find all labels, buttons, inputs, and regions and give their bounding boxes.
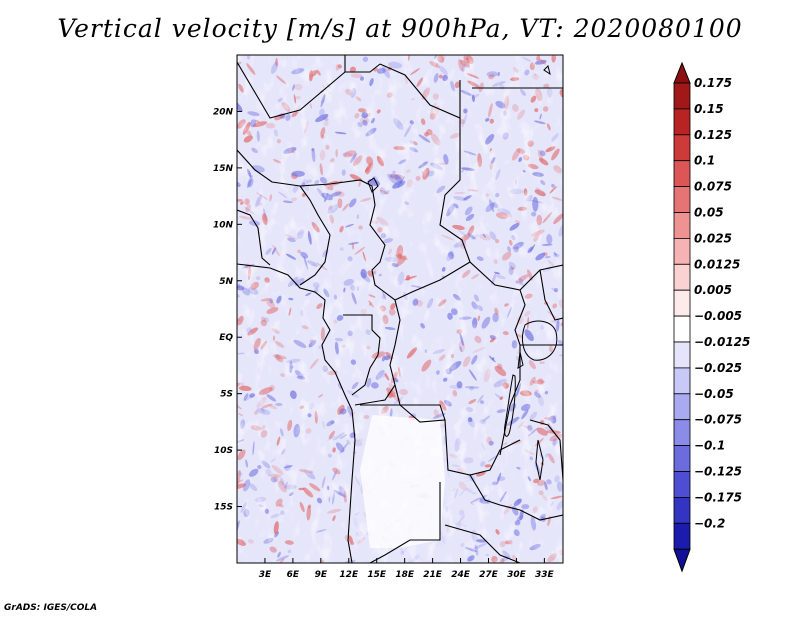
colorbar-bottom-arrow bbox=[673, 548, 691, 573]
border-sudan-chad-car bbox=[439, 118, 563, 291]
lon-tick-label: 33E bbox=[535, 570, 555, 580]
colorbar-label: −0.175 bbox=[694, 490, 742, 504]
colorbar-swatch bbox=[673, 82, 691, 110]
lon-tick-label: 3E bbox=[259, 570, 272, 580]
colorbar-label: 0.075 bbox=[694, 180, 732, 194]
colorbar-label: −0.05 bbox=[694, 387, 734, 401]
border-nigeria-cameroon bbox=[237, 149, 471, 301]
border-drc-angola-zambia bbox=[394, 384, 521, 476]
lon-tick-label: 15E bbox=[367, 570, 387, 580]
map-frame bbox=[236, 54, 564, 564]
lon-tick-label: 21E bbox=[423, 570, 443, 580]
border-gabon bbox=[343, 314, 381, 396]
border-zambia-zimbabwe bbox=[469, 474, 563, 521]
border-benin-togo bbox=[237, 209, 271, 266]
colorbar-label: 0.125 bbox=[694, 128, 732, 142]
lon-tick-label: 24E bbox=[451, 570, 471, 580]
country-boundaries bbox=[237, 55, 563, 563]
lake-tanganyika bbox=[504, 374, 516, 437]
longitude-axis: 3E 6E 9E 12E 15E 18E 21E 24E 27E 30E 33E bbox=[259, 558, 555, 580]
velocity-field bbox=[237, 55, 563, 563]
latitude-axis: 20N 15N 10N 5N EQ 5S 10S 15S bbox=[213, 107, 242, 513]
colorbar-swatch bbox=[673, 134, 691, 162]
lon-tick-label: 27E bbox=[479, 570, 499, 580]
colorbar-swatch bbox=[673, 315, 691, 343]
colorbar-swatch bbox=[673, 341, 691, 369]
lon-tick-label: 6E bbox=[287, 570, 300, 580]
border-angola-north bbox=[360, 404, 446, 421]
colorbar-label: 0.005 bbox=[694, 283, 732, 297]
lake-victoria bbox=[521, 320, 558, 361]
colorbar-swatch bbox=[673, 496, 691, 524]
lake-malawi bbox=[535, 439, 544, 481]
lake-kivu bbox=[517, 351, 524, 369]
lat-tick-label: 10S bbox=[214, 446, 233, 456]
lat-tick-label: 20N bbox=[213, 107, 234, 117]
lon-tick-label: 18E bbox=[395, 570, 415, 580]
colorbar-label: −0.075 bbox=[694, 413, 742, 427]
colorbar-label: 0.0125 bbox=[694, 257, 740, 271]
lake-chad bbox=[367, 177, 379, 193]
colorbar-swatch bbox=[673, 367, 691, 395]
colorbar-swatch bbox=[673, 445, 691, 472]
grads-credit: GrADS: IGES/COLA bbox=[4, 603, 98, 613]
border-nigeria-east bbox=[299, 185, 331, 286]
colorbar-label: −0.125 bbox=[694, 465, 742, 479]
border-botswana bbox=[444, 524, 521, 563]
border-uganda bbox=[539, 269, 563, 321]
colorbar-label: 0.175 bbox=[694, 76, 732, 90]
colorbar-swatch bbox=[673, 237, 691, 265]
colorbar-label: 0.1 bbox=[694, 154, 715, 168]
lat-tick-label: 5S bbox=[220, 390, 233, 400]
colorbar-label: −0.025 bbox=[694, 361, 742, 375]
lon-tick-label: 30E bbox=[507, 570, 527, 580]
border-libya-chad bbox=[379, 63, 461, 119]
colorbar-swatch bbox=[673, 419, 691, 447]
colorbar-swatch bbox=[673, 393, 691, 421]
colorbar-swatch bbox=[673, 289, 691, 317]
lon-tick-label: 9E bbox=[315, 570, 328, 580]
colorbar-swatch bbox=[673, 212, 691, 239]
colorbar-swatch bbox=[673, 471, 691, 498]
colorbar-label: 0.05 bbox=[694, 206, 724, 220]
lat-tick-label: 15S bbox=[214, 503, 233, 513]
colorbar-label: −0.2 bbox=[694, 516, 725, 530]
lat-tick-label: EQ bbox=[219, 333, 233, 343]
colorbar-label: −0.005 bbox=[694, 309, 742, 323]
lat-tick-label: 5N bbox=[219, 277, 233, 287]
lat-tick-label: 15N bbox=[213, 164, 234, 174]
colorbar-swatch bbox=[673, 108, 691, 136]
field-texture bbox=[237, 55, 563, 563]
border-drc-east bbox=[499, 289, 526, 456]
chart-title: Vertical velocity [m/s] at 900hPa, VT: 2… bbox=[57, 14, 743, 43]
colorbar: 0.175 0.15 0.125 0.1 0.075 0.05 0.025 0.0125 0.0… bbox=[673, 61, 750, 573]
lon-tick-label: 12E bbox=[339, 570, 359, 580]
colorbar-label: −0.0125 bbox=[694, 335, 750, 349]
lat-tick-label: 10N bbox=[213, 220, 234, 230]
coastline-west bbox=[237, 263, 356, 563]
colorbar-label: −0.1 bbox=[694, 439, 725, 453]
colorbar-swatch bbox=[673, 160, 691, 187]
border-congo-drc bbox=[354, 299, 401, 406]
colorbar-label: 0.15 bbox=[694, 102, 724, 116]
border-north-west bbox=[237, 55, 381, 119]
colorbar-swatch bbox=[673, 263, 691, 291]
lake-nasser bbox=[543, 65, 551, 76]
lakes bbox=[367, 65, 558, 481]
colorbar-swatch bbox=[673, 522, 691, 550]
border-malawi bbox=[529, 419, 563, 481]
colorbar-top-arrow bbox=[673, 61, 691, 84]
border-angola-namibia bbox=[369, 482, 441, 563]
colorbar-label: 0.025 bbox=[694, 231, 732, 245]
colorbar-swatch bbox=[673, 186, 691, 213]
